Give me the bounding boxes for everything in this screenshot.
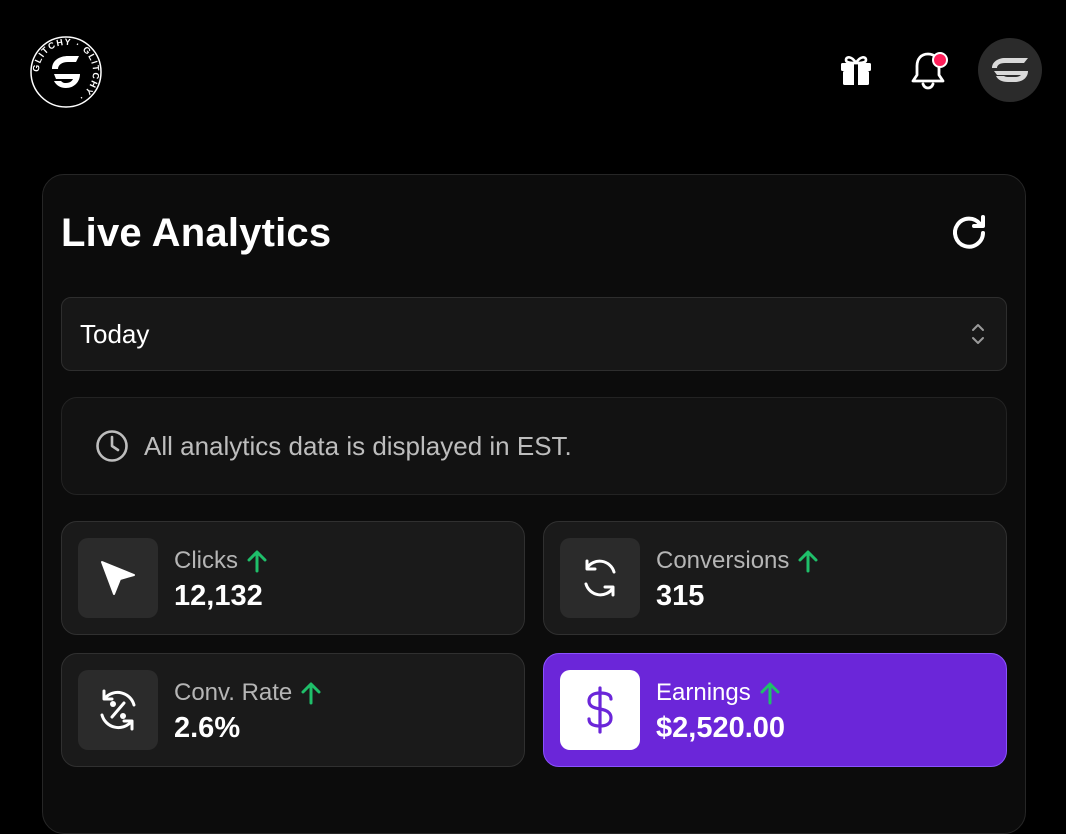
date-range-select[interactable]: Today <box>61 297 1007 371</box>
stat-value: 12,132 <box>174 579 263 612</box>
date-range-value: Today <box>80 318 150 349</box>
stat-card-conversions[interactable]: Conversions 315 <box>543 521 1007 635</box>
stat-icon-tile <box>78 538 158 618</box>
glitchy-logo[interactable]: GLITCHY · GLITCHY · <box>30 36 102 108</box>
dollar-icon <box>587 686 613 734</box>
percent-cycle-icon <box>100 689 136 731</box>
stat-label: Conversions <box>656 546 790 574</box>
gift-icon <box>841 56 871 85</box>
notifications-button[interactable] <box>906 48 950 92</box>
timezone-notice-text: All analytics data is displayed in EST. <box>144 430 572 461</box>
trend-up-icon <box>798 550 818 572</box>
refresh-button[interactable] <box>947 211 991 255</box>
trend-up-icon <box>301 682 321 704</box>
stat-icon-tile <box>560 670 640 750</box>
avatar[interactable] <box>978 38 1042 102</box>
top-header: GLITCHY · GLITCHY · <box>0 0 1066 140</box>
stat-label: Earnings <box>656 678 751 706</box>
stat-card-conv-rate[interactable]: Conv. Rate 2.6% <box>61 653 525 767</box>
stat-label: Conv. Rate <box>174 678 293 706</box>
cursor-icon <box>101 561 135 595</box>
header-actions <box>834 38 1042 102</box>
stat-label: Clicks <box>174 546 238 574</box>
chevron-updown-icon <box>972 324 984 344</box>
stat-card-clicks[interactable]: Clicks 12,132 <box>61 521 525 635</box>
stat-card-earnings[interactable]: Earnings $2,520.00 <box>543 653 1007 767</box>
page-title: Live Analytics <box>61 211 332 255</box>
stat-icon-tile <box>78 670 158 750</box>
stat-value: 2.6% <box>174 711 241 744</box>
clock-icon <box>96 430 128 462</box>
stat-value: 315 <box>656 579 705 612</box>
refresh-icon <box>953 215 985 249</box>
notification-dot <box>932 52 948 68</box>
timezone-notice: All analytics data is displayed in EST. <box>61 397 1007 495</box>
trend-up-icon <box>760 682 780 704</box>
stat-icon-tile <box>560 538 640 618</box>
live-analytics-panel: Live Analytics Today All analytics data … <box>42 174 1026 834</box>
gift-button[interactable] <box>834 48 878 92</box>
stat-value: $2,520.00 <box>656 711 786 744</box>
sync-icon <box>584 559 616 597</box>
trend-up-icon <box>247 550 267 572</box>
avatar-logo-icon <box>992 58 1028 82</box>
